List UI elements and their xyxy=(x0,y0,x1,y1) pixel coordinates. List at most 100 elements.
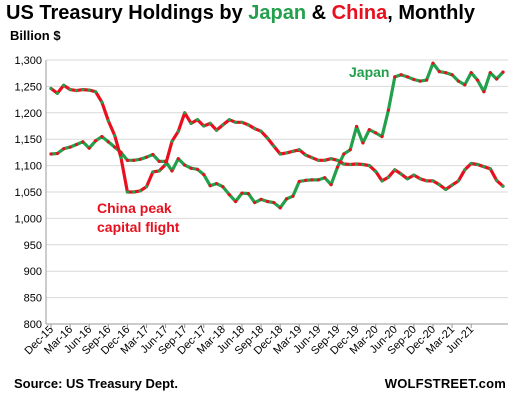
data-point-china xyxy=(431,179,435,183)
data-point-china xyxy=(463,168,467,172)
data-point-china xyxy=(488,167,492,171)
title-china: China xyxy=(331,2,388,24)
data-point-china xyxy=(399,172,403,176)
data-point-japan xyxy=(100,134,104,139)
data-point-japan xyxy=(221,185,225,189)
data-point-japan xyxy=(278,206,282,210)
data-point-china xyxy=(189,121,193,125)
data-point-japan xyxy=(482,90,486,94)
data-point-china xyxy=(163,162,168,167)
data-point-japan xyxy=(475,78,480,82)
data-point-china xyxy=(119,156,123,160)
data-point-japan xyxy=(425,78,429,82)
data-point-china xyxy=(74,89,79,93)
data-point-japan xyxy=(444,71,448,75)
source-note: Source: US Treasury Dept. xyxy=(14,376,178,391)
data-point-china xyxy=(348,162,352,167)
data-point-china xyxy=(170,139,174,143)
data-point-china xyxy=(475,162,480,167)
data-point-china xyxy=(202,124,206,128)
series-line-china xyxy=(49,83,505,194)
y-tick-label: 900 xyxy=(24,266,42,278)
data-point-japan xyxy=(227,193,231,197)
data-point-japan xyxy=(132,158,136,162)
data-point-japan xyxy=(284,197,289,201)
data-point-china xyxy=(49,86,53,91)
data-point-china xyxy=(380,179,384,183)
data-point-japan xyxy=(151,152,155,157)
title-suffix: , Monthly xyxy=(387,2,475,24)
annotation-japan: Japan xyxy=(349,64,389,80)
data-point-japan xyxy=(304,178,308,182)
data-point-china xyxy=(113,133,117,138)
data-point-china xyxy=(68,87,72,92)
data-point-china xyxy=(374,169,378,174)
data-point-china xyxy=(495,178,499,182)
data-point-japan xyxy=(208,184,212,188)
data-point-china xyxy=(272,144,276,148)
data-point-japan xyxy=(202,172,206,177)
data-point-china xyxy=(214,128,219,132)
data-point-japan xyxy=(93,139,98,143)
data-point-china xyxy=(278,152,282,156)
data-point-china xyxy=(469,161,473,166)
data-point-japan xyxy=(386,108,391,112)
data-point-china xyxy=(253,127,257,131)
data-point-china xyxy=(100,100,104,104)
data-point-china xyxy=(418,177,422,181)
data-point-china xyxy=(412,173,416,177)
data-point-china xyxy=(310,156,314,160)
data-point-japan xyxy=(144,155,149,159)
data-point-japan xyxy=(431,61,435,65)
data-point-china xyxy=(234,120,238,124)
data-point-china xyxy=(386,175,391,179)
data-point-japan xyxy=(68,145,72,149)
data-point-japan xyxy=(246,191,250,196)
data-point-china xyxy=(297,148,301,152)
data-point-japan xyxy=(55,151,59,156)
data-point-china xyxy=(316,158,320,162)
data-point-china xyxy=(221,123,225,127)
brand-label: WOLFSTREET.com xyxy=(384,376,506,391)
data-point-china xyxy=(284,151,289,155)
data-point-japan xyxy=(183,163,187,167)
data-point-japan xyxy=(259,197,263,201)
y-tick-label: 850 xyxy=(24,293,42,305)
data-point-japan xyxy=(488,71,492,75)
data-point-japan xyxy=(195,167,200,171)
data-point-china xyxy=(62,83,66,87)
annotation-china-line: China peak xyxy=(97,200,172,216)
data-point-china xyxy=(151,170,155,174)
data-point-china xyxy=(437,183,441,187)
data-point-japan xyxy=(113,145,117,149)
data-point-china xyxy=(393,168,397,172)
data-point-china xyxy=(342,162,346,166)
y-tick-label: 1,150 xyxy=(14,134,42,146)
data-point-japan xyxy=(348,148,352,152)
data-point-china xyxy=(354,162,359,166)
data-point-japan xyxy=(189,166,193,170)
y-tick-label: 1,000 xyxy=(14,213,42,225)
data-point-japan xyxy=(456,79,461,83)
data-point-japan xyxy=(253,200,257,205)
data-point-japan xyxy=(272,200,276,205)
data-point-china xyxy=(450,183,454,187)
data-point-japan xyxy=(412,77,416,82)
data-point-japan xyxy=(437,70,441,74)
data-point-japan xyxy=(323,176,327,180)
data-point-china xyxy=(246,123,250,127)
data-point-japan xyxy=(342,152,346,156)
data-point-china xyxy=(144,185,149,189)
data-point-japan xyxy=(501,70,505,74)
data-point-china xyxy=(291,149,295,153)
data-point-japan xyxy=(138,157,142,161)
data-point-china xyxy=(265,136,270,140)
data-point-japan xyxy=(157,159,161,163)
data-point-japan xyxy=(463,83,467,87)
data-point-china xyxy=(87,88,91,92)
data-point-china xyxy=(157,169,161,173)
data-point-japan xyxy=(361,141,365,145)
data-point-japan xyxy=(393,75,397,79)
data-point-china xyxy=(240,120,244,124)
